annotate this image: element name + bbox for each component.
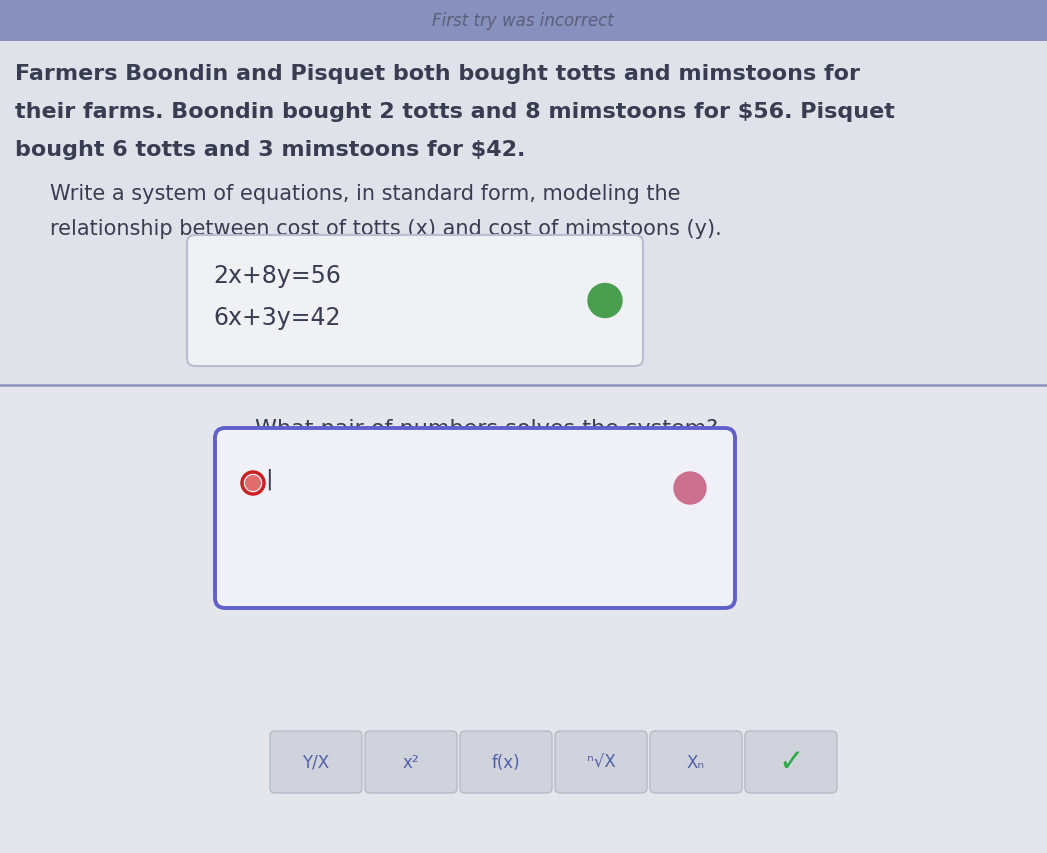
Text: Xₙ: Xₙ	[687, 753, 705, 771]
Text: First try was incorrect: First try was incorrect	[432, 12, 614, 30]
Text: 2x+8y=56: 2x+8y=56	[213, 264, 341, 287]
Text: f(x): f(x)	[492, 753, 520, 771]
Text: Y/X: Y/X	[303, 753, 330, 771]
Text: bought 6 totts and 3 mimstoons for $42.: bought 6 totts and 3 mimstoons for $42.	[15, 140, 526, 160]
Text: 6x+3y=42: 6x+3y=42	[213, 305, 340, 329]
Text: x²: x²	[403, 753, 419, 771]
Circle shape	[245, 475, 261, 491]
Text: |: |	[265, 467, 273, 489]
FancyBboxPatch shape	[215, 428, 735, 608]
Text: relationship between cost of totts (x) and cost of mimstoons (y).: relationship between cost of totts (x) a…	[50, 218, 721, 239]
Text: Write a system of equations, in standard form, modeling the: Write a system of equations, in standard…	[50, 183, 681, 204]
Circle shape	[588, 284, 622, 318]
Bar	[0, 386, 1047, 853]
FancyBboxPatch shape	[365, 731, 456, 793]
Text: ⁿ√X: ⁿ√X	[586, 753, 616, 771]
Text: ✓: ✓	[778, 747, 804, 776]
Circle shape	[674, 473, 706, 504]
Bar	[0, 42, 1047, 423]
Text: What pair of numbers solves the system?: What pair of numbers solves the system?	[255, 419, 718, 438]
FancyBboxPatch shape	[187, 235, 643, 367]
Text: their farms. Boondin bought 2 totts and 8 mimstoons for $56. Pisquet: their farms. Boondin bought 2 totts and …	[15, 102, 895, 122]
FancyBboxPatch shape	[650, 731, 742, 793]
Text: Farmers Boondin and Pisquet both bought totts and mimstoons for: Farmers Boondin and Pisquet both bought …	[15, 64, 860, 84]
FancyBboxPatch shape	[460, 731, 552, 793]
Bar	[0, 0, 1047, 42]
FancyBboxPatch shape	[745, 731, 837, 793]
FancyBboxPatch shape	[555, 731, 647, 793]
FancyBboxPatch shape	[270, 731, 362, 793]
